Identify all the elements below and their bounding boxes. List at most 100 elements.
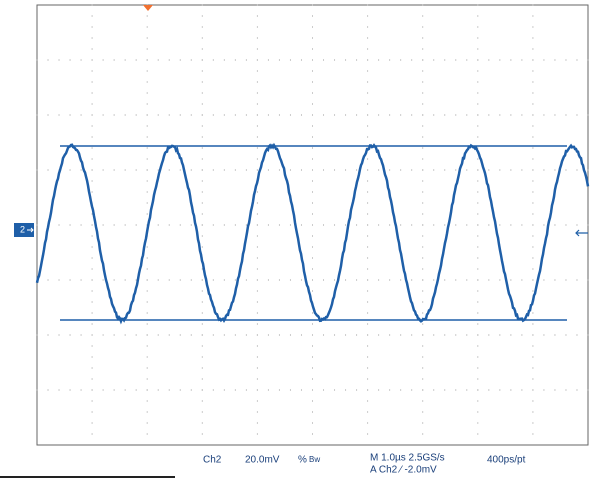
grid-dot — [301, 225, 302, 226]
grid-dot — [356, 390, 357, 391]
grid-dot — [422, 16, 423, 17]
grid-dot — [158, 280, 159, 281]
grid-dot — [565, 335, 566, 336]
grid-dot — [290, 225, 291, 226]
grid-dot — [257, 137, 258, 138]
grid-dot — [323, 225, 324, 226]
grid-dot — [521, 335, 522, 336]
grid-dot — [103, 225, 104, 226]
grid-dot — [312, 423, 313, 424]
grid-dot — [202, 379, 203, 380]
grid-dot — [521, 280, 522, 281]
grid-dot — [554, 60, 555, 61]
grid-dot — [400, 280, 401, 281]
grid-dot — [268, 170, 269, 171]
grid-dot — [532, 115, 533, 116]
grid-dot — [81, 115, 82, 116]
grid-dot — [477, 192, 478, 193]
grid-dot — [103, 335, 104, 336]
grid-dot — [202, 148, 203, 149]
grid-dot — [367, 434, 368, 435]
grid-dot — [147, 181, 148, 182]
grid-dot — [389, 280, 390, 281]
grid-dot — [367, 159, 368, 160]
grid-dot — [323, 335, 324, 336]
grid-dot — [422, 192, 423, 193]
grid-dot — [257, 49, 258, 50]
grid-dot — [191, 280, 192, 281]
grid-dot — [70, 225, 71, 226]
grid-dot — [48, 170, 49, 171]
grid-dot — [477, 346, 478, 347]
grid-dot — [136, 335, 137, 336]
grid-dot — [356, 280, 357, 281]
grid-dot — [543, 115, 544, 116]
grid-dot — [147, 269, 148, 270]
grid-dot — [191, 335, 192, 336]
grid-dot — [477, 258, 478, 259]
grid-dot — [180, 390, 181, 391]
grid-dot — [70, 60, 71, 61]
grid-dot — [312, 412, 313, 413]
grid-dot — [477, 93, 478, 94]
grid-dot — [103, 390, 104, 391]
grid-dot — [202, 335, 203, 336]
grid-dot — [92, 16, 93, 17]
grid-dot — [312, 280, 313, 281]
grid-dot — [59, 60, 60, 61]
grid-dot — [257, 346, 258, 347]
grid-dot — [532, 313, 533, 314]
grid-dot — [312, 27, 313, 28]
grid-dot — [565, 60, 566, 61]
grid-dot — [312, 236, 313, 237]
grid-dot — [588, 225, 589, 226]
grid-dot — [312, 192, 313, 193]
grid-dot — [92, 93, 93, 94]
grid-dot — [257, 192, 258, 193]
grid-dot — [158, 170, 159, 171]
grid-dot — [37, 115, 38, 116]
grid-dot — [588, 335, 589, 336]
grid-dot — [499, 280, 500, 281]
grid-dot — [588, 170, 589, 171]
grid-dot — [224, 335, 225, 336]
grid-dot — [147, 159, 148, 160]
grid-dot — [257, 115, 258, 116]
grid-dot — [367, 170, 368, 171]
grid-dot — [92, 423, 93, 424]
grid-dot — [433, 335, 434, 336]
grid-dot — [312, 93, 313, 94]
grid-dot — [70, 280, 71, 281]
grid-dot — [367, 5, 368, 6]
grid-dot — [147, 38, 148, 39]
grid-dot — [422, 71, 423, 72]
grid-dot — [389, 115, 390, 116]
grid-dot — [147, 71, 148, 72]
grid-dot — [37, 335, 38, 336]
grid-dot — [70, 390, 71, 391]
grid-dot — [257, 60, 258, 61]
grid-dot — [477, 269, 478, 270]
grid-dot — [114, 390, 115, 391]
grid-dot — [367, 203, 368, 204]
grid-dot — [422, 49, 423, 50]
grid-dot — [367, 225, 368, 226]
grid-dot — [92, 324, 93, 325]
grid-dot — [422, 258, 423, 259]
grid-dot — [477, 434, 478, 435]
grid-dot — [81, 170, 82, 171]
grid-dot — [92, 346, 93, 347]
grid-dot — [312, 181, 313, 182]
grid-dot — [521, 60, 522, 61]
grid-dot — [312, 225, 313, 226]
grid-dot — [356, 335, 357, 336]
grid-dot — [378, 280, 379, 281]
grid-dot — [532, 5, 533, 6]
grid-dot — [367, 104, 368, 105]
grid-dot — [213, 60, 214, 61]
grid-dot — [180, 60, 181, 61]
grid-dot — [147, 104, 148, 105]
grid-dot — [147, 214, 148, 215]
grid-dot — [147, 412, 148, 413]
grid-dot — [312, 82, 313, 83]
